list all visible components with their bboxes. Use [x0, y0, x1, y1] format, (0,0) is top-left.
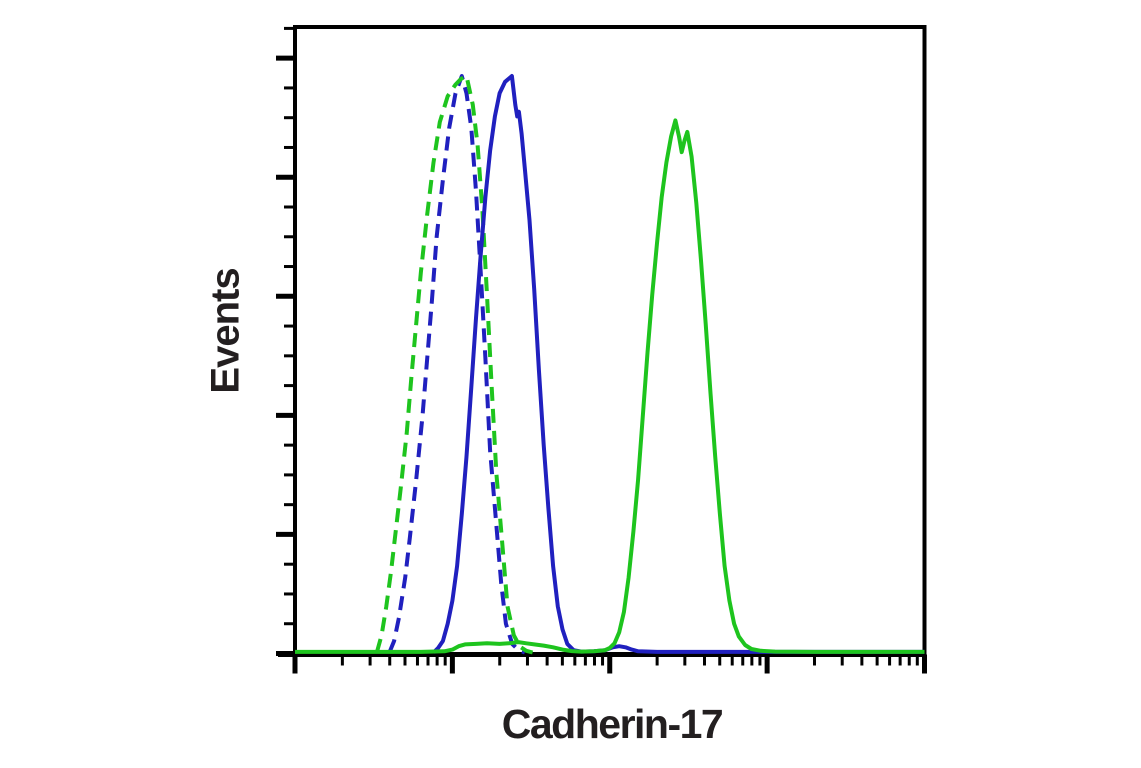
histogram-curves	[295, 74, 925, 655]
y-axis-label: Events	[203, 268, 248, 394]
x-axis-ticks	[292, 654, 927, 674]
y-axis-ticks	[276, 26, 293, 656]
blue-solid-histogram	[432, 74, 925, 654]
x-axis-label: Cadherin-17	[501, 701, 724, 747]
blue-dashed-histogram	[387, 74, 526, 655]
green-dashed-histogram	[374, 74, 534, 655]
green-solid-histogram	[295, 118, 925, 654]
plot-frame	[278, 25, 927, 657]
